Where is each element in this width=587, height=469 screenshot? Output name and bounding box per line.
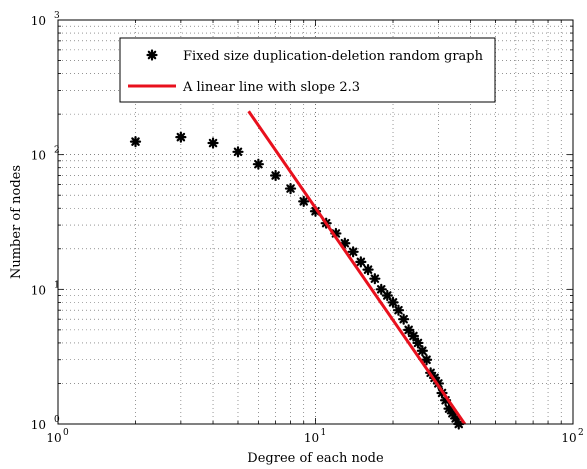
data-point (339, 237, 351, 249)
asterisk-core (342, 240, 348, 246)
tick-label-exponent: 2 (54, 146, 60, 156)
data-point (284, 182, 297, 195)
legend: Fixed size duplication-deletion random g… (119, 37, 496, 103)
asterisk-core (401, 316, 407, 322)
asterisk-core (149, 52, 155, 58)
tick-label-exponent: 3 (54, 11, 60, 21)
legend-box (119, 37, 496, 103)
x-axis-label: Degree of each node (247, 451, 384, 466)
asterisk-core (378, 286, 384, 292)
y-axis-label: Number of nodes (9, 165, 24, 279)
data-point (252, 158, 264, 170)
legend-marker-asterisk (146, 49, 158, 61)
tick-label-base: 10 (31, 283, 46, 297)
tick-label-base: 10 (31, 149, 46, 163)
tick-label-exponent: 1 (321, 428, 327, 438)
grid (58, 20, 573, 424)
y-tick-label: 10 2 (31, 146, 60, 163)
plot-frame (57, 19, 574, 425)
series-line-slope (247, 110, 467, 425)
data-point (412, 337, 424, 349)
asterisk-core (133, 139, 138, 145)
data-point (298, 195, 310, 207)
asterisk-core (419, 348, 425, 354)
tick-label-exponent: 0 (54, 415, 60, 425)
y-tick-label: 10 3 (31, 11, 60, 28)
tick-label-base: 10 (46, 431, 61, 445)
asterisk-core (410, 333, 416, 339)
y-tick-labels: 10 0 10 1 10 2 10 3 (31, 11, 60, 432)
asterisk-core (415, 340, 421, 346)
data-point (355, 256, 367, 268)
asterisk-core (273, 173, 279, 179)
x-tick-label: 10 0 (46, 428, 69, 445)
tick-label-base: 10 (304, 431, 319, 445)
asterisk-core (235, 149, 241, 155)
data-point (362, 264, 374, 276)
data-point (232, 146, 244, 158)
data-point (375, 283, 387, 295)
asterisk-core (384, 293, 390, 298)
asterisk-core (178, 134, 184, 140)
asterisk-core (358, 259, 364, 265)
data-point (347, 246, 359, 258)
tick-label-exponent: 0 (63, 428, 69, 438)
asterisk-core (288, 186, 294, 192)
legend-label-line: A linear line with slope 2.3 (182, 80, 360, 95)
asterisk-core (350, 249, 356, 255)
data-point (392, 304, 405, 316)
y-tick-label: 10 0 (31, 415, 60, 432)
data-point (381, 289, 393, 302)
data-point (207, 137, 219, 149)
asterisk-core (406, 327, 412, 333)
legend-entry-scatter: Fixed size duplication-deletion random g… (146, 49, 484, 64)
x-tick-label: 10 2 (561, 428, 583, 445)
y-tick-label: 10 1 (31, 280, 60, 297)
data-point (175, 131, 187, 143)
asterisk-core (449, 410, 455, 416)
data-point (387, 296, 399, 308)
data-point (270, 169, 282, 182)
data-point (407, 330, 420, 342)
asterisk-core (255, 161, 261, 167)
tick-label-base: 10 (561, 431, 576, 445)
data-point (420, 354, 433, 366)
asterisk-core (395, 307, 401, 313)
legend-label-scatter: Fixed size duplication-deletion random g… (183, 49, 484, 64)
data-point (398, 313, 410, 325)
x-tick-labels: 10 0 10 1 10 2 (46, 428, 583, 445)
legend-asterisk (146, 49, 158, 61)
asterisk-core (301, 198, 307, 204)
tick-label-exponent: 2 (578, 428, 584, 438)
asterisk-core (424, 357, 430, 363)
tick-label-exponent: 1 (54, 280, 60, 290)
data-point (129, 136, 142, 148)
asterisk-core (210, 140, 216, 146)
data-point (369, 273, 381, 285)
x-tick-label: 10 1 (304, 428, 326, 445)
asterisk-core (390, 299, 396, 305)
asterisk-core (365, 267, 371, 273)
tick-label-base: 10 (31, 418, 46, 432)
asterisk-core (453, 415, 459, 421)
asterisk-core (372, 276, 378, 282)
legend-entry-line: A linear line with slope 2.3 (128, 80, 360, 95)
data-series (129, 110, 467, 430)
tick-label-base: 10 (31, 14, 46, 28)
data-point (416, 345, 428, 357)
